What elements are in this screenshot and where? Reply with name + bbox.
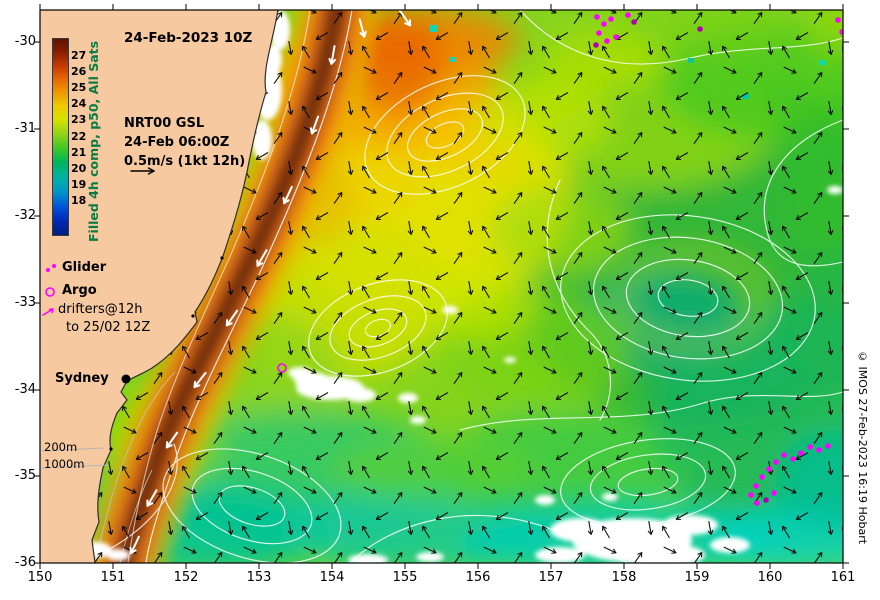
x-tick-label: 153 <box>246 570 272 585</box>
glider-legend-label: Glider <box>62 260 107 275</box>
x-tick-label: 155 <box>392 570 418 585</box>
x-tick-label: 158 <box>611 570 637 585</box>
y-tick-label: -32 <box>14 208 36 223</box>
colorbar-tick: 23 <box>71 113 87 127</box>
drifters-legend-line2: to 25/02 12Z <box>66 320 151 335</box>
x-tick-label: 150 <box>27 570 53 585</box>
y-tick-label: -31 <box>14 121 36 136</box>
velocity-legend: NRT00 GSL 24-Feb 06:00Z 0.5m/s (1kt 12h) <box>124 114 245 171</box>
x-tick-label: 161 <box>830 570 856 585</box>
depth-label-1000m: 1000m <box>44 457 85 471</box>
plot-frame <box>39 9 844 564</box>
colorbar-tick: 20 <box>71 161 87 175</box>
colorbar-tick: 21 <box>71 145 87 159</box>
x-tick-label: 159 <box>684 570 710 585</box>
x-tick-label: 157 <box>538 570 564 585</box>
colorbar-label: Filled 4h comp, p50, All Sats <box>86 40 101 242</box>
y-tick-label: -34 <box>14 382 36 397</box>
copyright-credit: © IMOS 27-Feb-2023 16:19 Hobart <box>856 350 869 545</box>
y-tick-label: -35 <box>14 468 36 483</box>
colorbar-tick: 24 <box>71 97 87 111</box>
colorbar-tick-labels: 27 26 25 24 23 22 21 20 19 18 <box>71 49 86 207</box>
y-tick-label: -30 <box>14 34 36 49</box>
colorbar-tick: 19 <box>71 177 87 191</box>
sst-colorbar <box>52 38 69 236</box>
y-tick-label: -36 <box>14 555 36 570</box>
coastal-towns <box>109 256 224 451</box>
drifter-marker-icon <box>42 308 54 316</box>
x-tick-label: 151 <box>100 570 126 585</box>
velocity-source: NRT00 GSL <box>124 116 205 131</box>
velocity-arrow-icon <box>130 167 155 175</box>
glider-marker-icon <box>46 264 56 272</box>
colorbar-tick: 27 <box>71 49 87 62</box>
x-tick-label: 156 <box>465 570 491 585</box>
drifters-legend-line1: drifters@12h <box>58 302 143 317</box>
axis-tick-marks <box>34 4 849 569</box>
sydney-dot-icon <box>121 374 131 384</box>
argo-floats <box>277 363 287 373</box>
colorbar-tick: 22 <box>71 129 87 143</box>
x-tick-label: 152 <box>173 570 199 585</box>
argo-marker-icon <box>45 287 55 297</box>
velocity-scale: 0.5m/s (1kt 12h) <box>124 154 246 169</box>
colorbar-tick: 18 <box>71 193 87 207</box>
land <box>40 10 278 563</box>
city-label-sydney: Sydney <box>55 371 109 386</box>
map-datetime: 24-Feb-2023 10Z <box>124 30 253 46</box>
velocity-datetime: 24-Feb 06:00Z <box>124 135 230 150</box>
colorbar-tick: 26 <box>71 65 87 79</box>
argo-legend-label: Argo <box>62 283 97 298</box>
x-tick-label: 160 <box>757 570 783 585</box>
coastline <box>91 10 279 563</box>
x-tick-label: 154 <box>319 570 345 585</box>
y-tick-label: -33 <box>14 295 36 310</box>
depth-legend-lines <box>41 447 109 469</box>
depth-label-200m: 200m <box>44 440 78 454</box>
drifter-tracks <box>593 12 843 506</box>
colorbar-tick: 25 <box>71 81 87 95</box>
